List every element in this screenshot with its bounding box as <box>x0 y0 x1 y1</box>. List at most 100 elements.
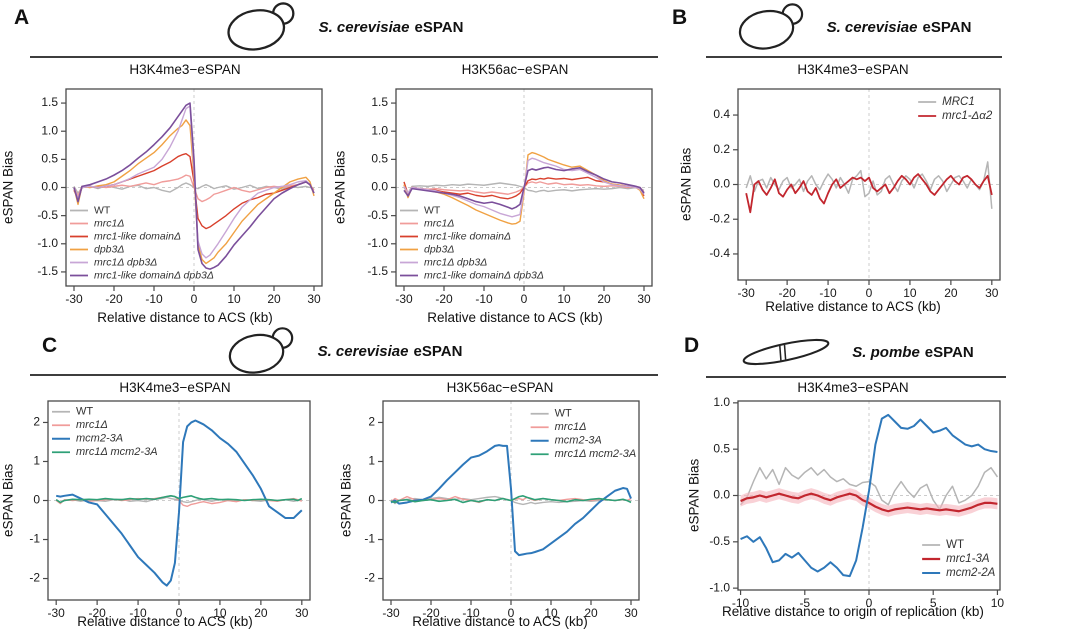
x-tick-label: 10 <box>991 596 1005 610</box>
panel-c-title: S. cerevisiae eSPAN <box>318 343 463 360</box>
legend-label-WT: WT <box>424 204 441 216</box>
x-tick-label: 30 <box>637 292 651 306</box>
series-line-WT <box>55 496 302 504</box>
legend-label-WT: WT <box>946 539 964 551</box>
y-axis-label: eSPAN Bias <box>686 458 702 533</box>
x-tick-label: 0 <box>521 292 528 306</box>
legend-label-mcm2-2A: mcm2-2A <box>946 567 996 579</box>
x-tick-label: -30 <box>395 292 413 306</box>
series-line-mrc1Δ <box>55 495 303 508</box>
species-name: S. cerevisiae <box>318 18 410 36</box>
legend-label-mrc1-like domainΔ dpb3Δ: mrc1-like domainΔ dpb3Δ <box>94 269 214 281</box>
series-line-mcm2-2A <box>740 413 998 578</box>
panel-c-letter: C <box>42 334 58 357</box>
y-tick-label: 1.5 <box>41 95 58 109</box>
legend-label-mcm2-3A: mcm2-3A <box>76 433 123 445</box>
panel-a-title: S. cerevisiae eSPAN <box>319 19 464 36</box>
y-tick-label: -1.5 <box>367 264 388 278</box>
subplot-title: H3K56ac−eSPAN <box>461 62 569 77</box>
legend-label-WT: WT <box>94 204 111 216</box>
budding-yeast-icon <box>738 3 803 50</box>
legend-label-mrc1-like domainΔ: mrc1-like domainΔ <box>94 230 181 242</box>
subplot-title: H3K4me3−eSPAN <box>129 62 241 77</box>
chart-b: -30 -20 -10 0 10 20 30 -0.4 -0.2 0.0 0.2 0.4 MRC1 mrc… <box>700 84 1006 304</box>
y-tick-label: -1.0 <box>367 236 388 250</box>
x-tick-label: 20 <box>597 292 611 306</box>
legend-label-mrc1-like domainΔ: mrc1-like domainΔ <box>424 230 511 242</box>
x-tick-label: -10 <box>145 292 163 306</box>
plot-frame <box>65 88 323 287</box>
plot-frame <box>382 400 640 601</box>
chart-a-right: -30 -20 -10 0 10 20 30 -1.5 -1.0 -0.5 0.0 0.5 1.0 1.5… <box>358 84 658 310</box>
x-axis-label: Relative distance to ACS (kb) <box>97 310 273 325</box>
series-line-mrc1-3A <box>740 492 998 513</box>
series-line-dpb3Δ <box>403 151 645 225</box>
x-tick-label: -5 <box>799 596 810 610</box>
y-tick-label: -2 <box>364 571 375 585</box>
y-tick-label: 0 <box>368 493 375 507</box>
legend-label-mrc1Δ mcm2-3A: mrc1Δ mcm2-3A <box>76 446 158 458</box>
panel-b-header: S. cerevisiae eSPAN <box>706 0 1002 54</box>
chart-c-right: -30 -20 -10 0 10 20 30 -2 -1 0 1 2 WT mrc1Δ mcm2-3A mrc… <box>345 396 645 624</box>
series-line-mcm2-3A <box>56 419 303 587</box>
chart-canvas-d: -10 -5 0 5 10 -1.0 -0.5 0.0 0.5 1.0 WT mrc1-3A mcm2-… <box>709 396 1005 610</box>
y-tick-label: 2 <box>33 415 40 429</box>
x-tick-label: -20 <box>435 292 453 306</box>
x-tick-label: -10 <box>732 596 750 610</box>
legend-label-mrc1Δ: mrc1Δ <box>424 217 454 229</box>
species-name: S. cerevisiae <box>317 342 409 360</box>
series-line-WT <box>73 182 315 194</box>
assay-name: eSPAN <box>924 343 974 361</box>
assay-name: eSPAN <box>414 18 464 36</box>
x-axis-label: Relative distance to ACS (kb) <box>427 310 603 325</box>
assay-name: eSPAN <box>922 18 972 36</box>
chart-canvas-a-right: -30 -20 -10 0 10 20 30 -1.5 -1.0 -0.5 0.0 0.5 1.0 1.5… <box>367 88 653 306</box>
panel-c-divider <box>30 374 658 376</box>
legend-label-mrc1-Δα2: mrc1-Δα2 <box>942 110 993 122</box>
series-line-WT <box>740 466 999 511</box>
x-tick-label: 20 <box>267 292 281 306</box>
y-tick-label: 0.0 <box>713 488 730 502</box>
y-tick-label: 1.0 <box>41 123 58 137</box>
x-tick-label: -20 <box>105 292 123 306</box>
subplot-title: H3K56ac−eSPAN <box>446 380 554 395</box>
y-axis-label: eSPAN Bias <box>0 150 16 225</box>
series-line-mrc1Δ <box>73 174 315 203</box>
y-tick-label: -0.4 <box>709 246 730 260</box>
x-tick-label: -20 <box>88 606 106 620</box>
x-tick-label: -20 <box>422 606 440 620</box>
x-tick-label: 30 <box>624 606 638 620</box>
x-tick-label: 0 <box>508 606 515 620</box>
x-tick-label: 0 <box>866 596 873 610</box>
x-tick-label: -30 <box>65 292 83 306</box>
chart-canvas-b: -30 -20 -10 0 10 20 30 -0.4 -0.2 0.0 0.2 0.4 MRC1 mrc… <box>709 88 1001 300</box>
series-line-mrc1Δ mcm2-3A <box>390 495 632 504</box>
x-tick-label: 30 <box>307 292 321 306</box>
subplot-title: H3K4me3−eSPAN <box>797 380 909 395</box>
legend-label-mrc1Δ dpb3Δ: mrc1Δ dpb3Δ <box>424 256 487 268</box>
x-tick-label: -10 <box>475 292 493 306</box>
legend-label-dpb3Δ: dpb3Δ <box>424 243 454 255</box>
x-tick-label: 10 <box>557 292 571 306</box>
y-tick-label: 0.0 <box>713 177 730 191</box>
panel-a-divider <box>30 56 658 58</box>
y-tick-label: -0.5 <box>37 208 58 222</box>
panel-d-header: S. pombe eSPAN <box>706 328 1006 376</box>
y-axis-label: eSPAN Bias <box>338 463 354 538</box>
legend-label-mcm2-3A: mcm2-3A <box>555 435 602 447</box>
series-line-mrc1-Δα2 <box>745 173 993 214</box>
x-tick-label: -10 <box>129 606 147 620</box>
legend-label-WT: WT <box>555 408 572 420</box>
plot-frame <box>737 88 1001 281</box>
x-tick-label: 30 <box>295 606 309 620</box>
legend-label-dpb3Δ: dpb3Δ <box>94 243 124 255</box>
panel-b-letter: B <box>672 6 688 29</box>
panel-a-letter: A <box>14 6 30 29</box>
y-tick-label: -1 <box>29 532 40 546</box>
y-axis-label: eSPAN Bias <box>0 463 16 538</box>
y-tick-label: 1 <box>33 454 40 468</box>
x-tick-label: -30 <box>738 286 756 300</box>
x-tick-label: 10 <box>903 286 917 300</box>
